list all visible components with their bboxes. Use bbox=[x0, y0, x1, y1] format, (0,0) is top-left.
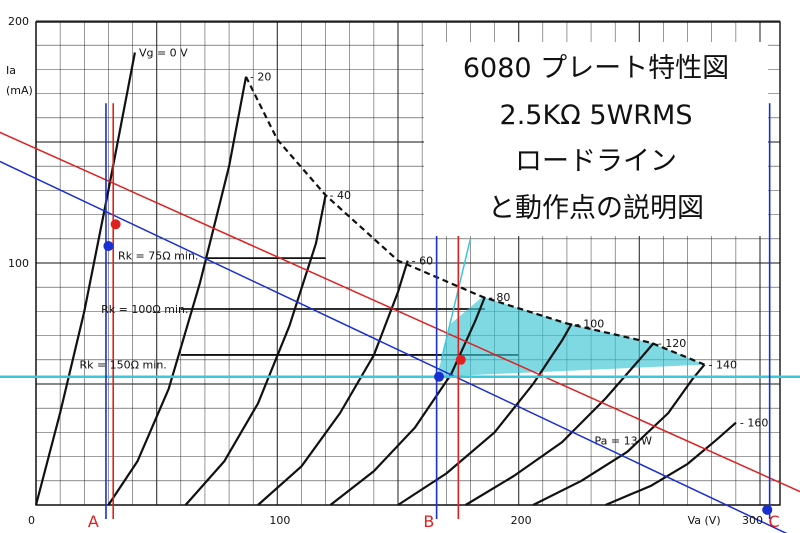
y-axis-label-line: Ia bbox=[6, 64, 16, 77]
y-axis-label-line: (mA) bbox=[6, 84, 33, 97]
operating-point-4 bbox=[762, 504, 773, 515]
operating-point-3 bbox=[434, 371, 445, 382]
x-tick-label: 0 bbox=[28, 514, 35, 527]
series-line-2 bbox=[184, 194, 327, 506]
series-label-7: - 140 bbox=[708, 359, 736, 372]
annotation-0: Rk = 75Ω min. bbox=[118, 250, 198, 263]
series-label-2: - 40 bbox=[330, 189, 351, 202]
title-line-3: ロードライン bbox=[515, 146, 677, 178]
series-line-8 bbox=[605, 421, 737, 507]
series-line-10 bbox=[0, 131, 800, 493]
series-label-0: Vg = 0 V bbox=[139, 46, 188, 59]
series-line-12 bbox=[440, 238, 472, 360]
x-axis-label: Va (V) bbox=[688, 514, 721, 527]
annotation-2: Rk = 150Ω min. bbox=[79, 359, 166, 372]
series-label-1: - 20 bbox=[250, 71, 271, 84]
annotation-1: Rk = 100Ω min. bbox=[101, 303, 188, 316]
point-label-B: B bbox=[423, 512, 434, 531]
title-line-1: 6080 プレート特性図 bbox=[462, 53, 730, 85]
title-box: 6080 プレート特性図 2.5KΩ 5WRMS ロードライン と動作点の説明図 bbox=[424, 42, 768, 236]
series-label-6: - 120 bbox=[658, 337, 686, 350]
series-line-3 bbox=[257, 260, 409, 506]
series-line-1 bbox=[107, 76, 248, 506]
x-tick-label: 100 bbox=[269, 514, 290, 527]
y-tick-label: 200 bbox=[8, 15, 29, 28]
series-line-6 bbox=[465, 342, 655, 506]
plot-frame bbox=[35, 21, 781, 506]
series-line-5 bbox=[397, 322, 573, 506]
series-label-3: - 60 bbox=[412, 255, 433, 268]
series-line-9 bbox=[245, 76, 705, 366]
series-line-0 bbox=[34, 52, 136, 506]
x-tick-label: 300 bbox=[742, 514, 763, 527]
series-label-9: Pa = 13 W bbox=[594, 435, 652, 448]
shaded-region bbox=[436, 296, 705, 377]
point-label-C: C bbox=[768, 512, 779, 531]
series-label-5: - 100 bbox=[576, 318, 604, 331]
x-tick-label: 200 bbox=[511, 514, 532, 527]
series-label-8: - 160 bbox=[740, 417, 768, 430]
series-line-4 bbox=[329, 296, 486, 506]
title-line-2: 2.5KΩ 5WRMS bbox=[499, 99, 693, 131]
y-tick-label: 100 bbox=[8, 257, 29, 270]
operating-point-1 bbox=[103, 241, 114, 252]
title-line-4: と動作点の説明図 bbox=[488, 192, 704, 224]
operating-point-2 bbox=[455, 354, 466, 365]
operating-point-0 bbox=[110, 219, 121, 230]
series-line-11 bbox=[0, 160, 788, 533]
point-label-A: A bbox=[88, 512, 99, 531]
